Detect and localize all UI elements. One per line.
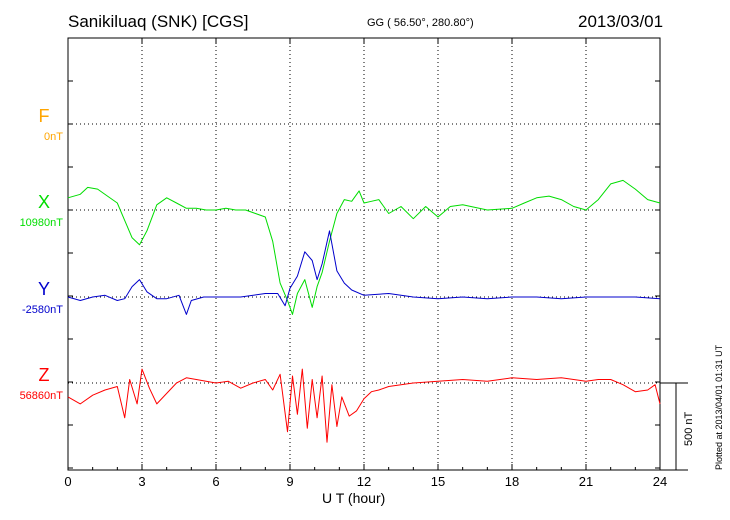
x-axis-ticks: 0 3 6 9 12 15 18 21 24: [64, 38, 667, 489]
x-tick-label: 15: [431, 474, 445, 489]
x-tick-label: 12: [357, 474, 371, 489]
channel-name-f: F: [39, 106, 50, 126]
series-line-x: [67, 179, 661, 315]
series-line-z: [67, 368, 661, 443]
x-tick-label: 24: [653, 474, 667, 489]
x-tick-label: 0: [64, 474, 71, 489]
series-group: [67, 179, 661, 443]
series-line-y: [67, 230, 661, 315]
x-tick-label: 21: [579, 474, 593, 489]
channel-name-y: Y: [38, 279, 50, 299]
x-tick-label: 3: [138, 474, 145, 489]
x-tick-label: 6: [212, 474, 219, 489]
channel-name-x: X: [38, 192, 50, 212]
scale-bar-label: 500 nT: [683, 411, 695, 446]
scale-bar: 500 nT: [660, 382, 695, 471]
grid-lines: [68, 38, 660, 470]
station-title: Sanikiluaq (SNK) [CGS]: [68, 12, 249, 31]
channel-name-z: Z: [39, 365, 50, 385]
channel-baseline-z: 56860nT: [20, 390, 64, 402]
channel-baseline-y: -2580nT: [22, 304, 63, 316]
date-label: 2013/03/01: [578, 12, 664, 31]
channel-baseline-f: 0nT: [44, 131, 63, 143]
x-axis-label: U T (hour): [322, 490, 386, 506]
channel-labels: F 0nT X 10980nT Y -2580nT Z 56860nT: [20, 106, 64, 402]
channel-baseline-x: 10980nT: [20, 217, 64, 229]
x-tick-label: 9: [286, 474, 293, 489]
x-tick-label: 18: [505, 474, 519, 489]
geographic-coordinates: GG ( 56.50°, 280.80°): [367, 17, 474, 29]
